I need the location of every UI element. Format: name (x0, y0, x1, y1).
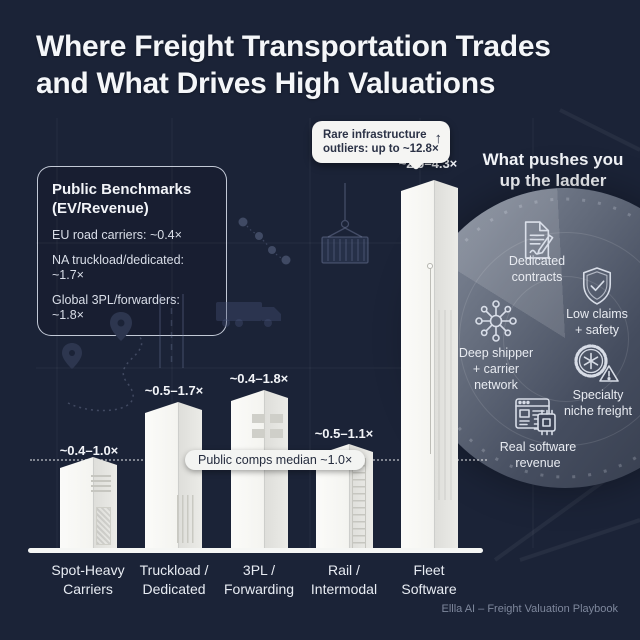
category-label-truckload: Truckload / Dedicated (139, 562, 209, 597)
bar-3pl-forwarding (231, 390, 288, 551)
benchmark-item: NA truckload/dedicated: ~1.7× (52, 253, 185, 282)
building-stripes (177, 495, 197, 543)
page-title-line1: Where Freight Transportation Trades (36, 30, 551, 63)
benchmarks-heading: Public Benchmarks (EV/Revenue) (52, 180, 212, 218)
dotted-chain-icon (238, 217, 291, 265)
ladder-heading-line2: up the ladder (499, 171, 607, 190)
ladder-item-deep-network (473, 298, 519, 344)
network-icon (475, 300, 517, 342)
ladder-item-software-revenue (514, 397, 562, 437)
building-door (96, 507, 111, 545)
building-face-stripes (438, 310, 455, 500)
ladder-heading-line1: What pushes you (482, 150, 624, 169)
ladder-item-specialty-freight (570, 342, 622, 386)
ladder-item-low-claims (580, 266, 614, 306)
disc-ring-inner (503, 276, 629, 402)
shield-check-icon (582, 267, 612, 305)
x-axis-baseline (28, 548, 483, 553)
building-ladder (352, 458, 366, 548)
category-label-rail: Rail / Intermodal (310, 562, 378, 597)
bar-spot-heavy-carriers (60, 457, 117, 551)
ladder-label-dedicated-contracts: Dedicated contracts (508, 254, 566, 284)
ladder-heading: What pushes you up the ladder (463, 149, 640, 191)
outlier-callout-line2: outliers: up to ~12.8× (323, 143, 439, 155)
range-label-3pl: ~0.4–1.8× (229, 371, 289, 386)
ladder-label-software-revenue: Real software revenue (499, 440, 577, 470)
range-label-spot-heavy: ~0.4–1.0× (59, 443, 119, 458)
bar-fleet-software (401, 180, 458, 551)
crane-container-icon (321, 183, 369, 264)
ladder-label-low-claims: Low claims + safety (566, 307, 628, 337)
outlier-callout-line1: Rare infrastructure (323, 129, 427, 141)
bar-truckload-dedicated (145, 402, 202, 551)
ladder-item-dedicated-contracts (520, 219, 554, 261)
ladder-label-specialty-freight: Specialty niche freight (563, 388, 633, 418)
ladder-label-deep-network: Deep shipper + carrier network (458, 346, 534, 392)
category-label-3pl: 3PL / Forwarding (223, 562, 295, 597)
building-antenna (427, 263, 433, 454)
public-benchmarks-card: Public Benchmarks (EV/Revenue) EU road c… (37, 166, 227, 336)
benchmarks-heading-line1: Public Benchmarks (52, 181, 192, 198)
footer-credit: Ellla AI – Freight Valuation Playbook (441, 603, 618, 615)
category-label-spot-heavy: Spot-Heavy Carriers (51, 562, 125, 597)
benchmark-item: Global 3PL/forwarders: ~1.8× (52, 293, 180, 322)
benchmark-item: EU road carriers: ~0.4× (52, 228, 182, 242)
range-label-rail: ~0.5–1.1× (314, 426, 374, 441)
outlier-callout: Rare infrastructure outliers: up to ~12.… (312, 121, 450, 171)
page-title-line2: and What Drives High Valuations (36, 67, 496, 100)
building-vents (91, 475, 111, 492)
benchmarks-heading-line2: (EV/Revenue) (52, 200, 149, 217)
contract-icon (524, 221, 554, 259)
range-label-truckload: ~0.5–1.7× (144, 383, 204, 398)
page-title: Where Freight Transportation Trades and … (36, 28, 616, 102)
median-pill: Public comps median ~1.0× (185, 450, 366, 470)
category-label-fleet-software: Fleet Software (401, 562, 457, 597)
arrow-up-icon: ↑ (434, 130, 443, 147)
specialty-badge-icon (574, 344, 619, 382)
software-chip-icon (515, 398, 556, 436)
building-windows (252, 414, 283, 440)
